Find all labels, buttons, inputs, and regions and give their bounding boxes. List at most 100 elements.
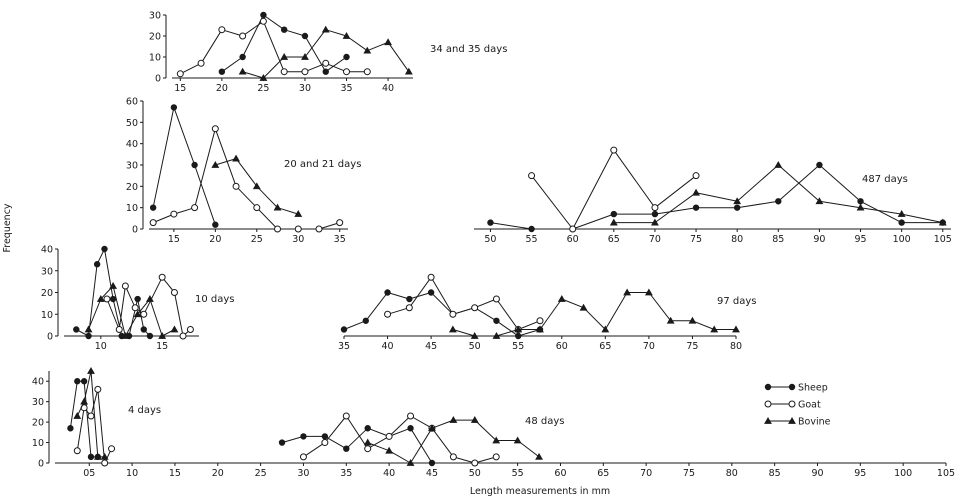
x-tick-label: 65 (597, 468, 609, 479)
x-tick-label: 70 (649, 234, 661, 245)
goat-point (569, 225, 577, 233)
goat-point (274, 225, 282, 233)
y-tick-label: 20 (41, 288, 53, 299)
goat-point (259, 17, 267, 25)
bovine-point (428, 424, 436, 432)
x-tick-label: 10 (126, 468, 138, 479)
sheep-point (101, 245, 108, 253)
x-tick-label: 05 (83, 468, 95, 479)
goat-point (218, 26, 226, 34)
x-tick-label: 55 (512, 468, 524, 479)
x-tick-label: 35 (340, 83, 352, 94)
goat-point (405, 304, 413, 312)
sheep-point (85, 332, 92, 340)
x-tick-label: 40 (383, 468, 395, 479)
legend-label-bovine: Bovine (798, 417, 831, 428)
x-tick-label: 105 (937, 468, 955, 479)
x-tick-label: 45 (426, 468, 438, 479)
x-tick-label: 90 (813, 234, 825, 245)
x-tick-label: 15 (156, 341, 168, 352)
bovine-series-line (88, 285, 175, 337)
bovine-point (404, 67, 413, 75)
y-tick-label: 10 (32, 438, 44, 449)
bovine-point (692, 188, 700, 196)
sheep-point (300, 433, 307, 440)
sheep-point (427, 289, 435, 296)
bovine-point (815, 197, 824, 205)
goat-point (528, 172, 536, 180)
bovine-point (601, 325, 610, 333)
x-tick-label: 20 (212, 468, 224, 479)
y-tick-label: 30 (149, 11, 161, 22)
sheep-point (340, 326, 348, 333)
panel-3: 50 55 60 65 70 75 80 85 90 95 100 105 487 days (474, 146, 952, 245)
goat-point (94, 385, 102, 393)
sheep-point (610, 210, 618, 218)
x-tick-label: 25 (255, 468, 267, 479)
goat-series-line (387, 276, 541, 330)
goat-point (253, 204, 261, 212)
x-tick-label: 90 (811, 468, 823, 479)
y-tick-label: 10 (126, 203, 138, 214)
bovine-point (294, 210, 303, 217)
goat-point (342, 412, 350, 420)
x-tick-label: 60 (556, 341, 568, 352)
sheep-point (406, 295, 413, 303)
legend-marker-sheep (788, 383, 796, 391)
bovine-point (651, 218, 659, 226)
goat-point (610, 146, 618, 154)
goat-point (211, 125, 219, 133)
goat-point (232, 182, 240, 190)
goat-point (299, 453, 307, 461)
x-tick-label: 85 (769, 468, 781, 479)
goat-point (115, 325, 123, 333)
y-tick-label: 30 (126, 161, 138, 172)
goat-point (692, 172, 700, 180)
goat-series-line (76, 388, 112, 464)
x-tick-label: 45 (425, 341, 437, 352)
bovine-point (232, 154, 240, 162)
sheep-point (74, 378, 81, 385)
sheep-point (364, 425, 371, 432)
y-tick-label: 20 (149, 32, 161, 43)
x-tick-label: 85 (772, 234, 784, 245)
goat-point (343, 68, 351, 76)
goat-point (363, 68, 371, 76)
goat-point (364, 445, 372, 453)
bovine-point (897, 210, 906, 217)
goat-point (315, 225, 323, 233)
sheep-point (149, 204, 157, 211)
bovine-point (80, 397, 89, 405)
bovine-point (513, 436, 522, 444)
x-tick-label: 40 (382, 83, 394, 94)
goat-point (149, 219, 157, 227)
goat-point (186, 325, 194, 333)
sheep-point (775, 198, 782, 205)
goat-point (492, 295, 500, 303)
bovine-point (363, 438, 372, 446)
goat-point (301, 68, 309, 76)
bovine-point (385, 446, 394, 454)
x-tick-label: 65 (608, 234, 620, 245)
sheep-point (170, 104, 178, 111)
bovine-point (384, 38, 392, 46)
x-tick-label: 100 (894, 468, 912, 479)
x-tick-label: 35 (340, 468, 352, 479)
x-tick-label: 80 (730, 341, 742, 352)
goat-point (87, 412, 95, 420)
x-tick-label: 75 (683, 468, 695, 479)
panel-6: 05 10 15 20 25 30 35 40 45 50 55 60 65 70 75 80 85 90 95 10… (32, 366, 955, 479)
sheep-point (384, 289, 391, 296)
x-tick-label: 65 (599, 341, 611, 352)
goat-point (121, 282, 129, 290)
goat-point (103, 295, 111, 303)
sheep-point (816, 161, 823, 169)
goat-point (197, 59, 205, 67)
sheep-point (80, 378, 88, 385)
legend-item-goat: Goat (764, 400, 821, 411)
bovine-series-line (452, 292, 736, 337)
bovine-point (609, 218, 618, 226)
y-tick-label: 10 (41, 310, 53, 321)
sheep-point (321, 433, 329, 440)
sheep-point (515, 332, 522, 340)
